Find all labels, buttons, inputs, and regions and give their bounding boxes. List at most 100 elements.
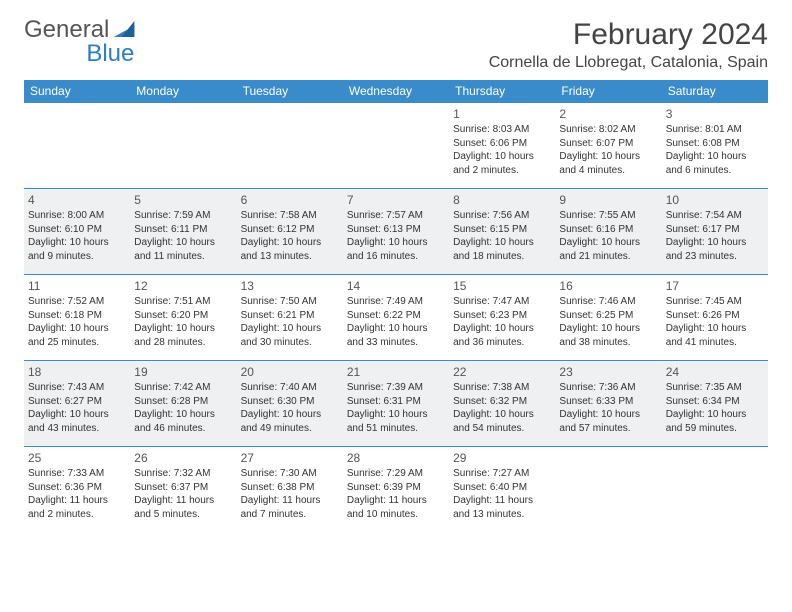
weekday-header: Sunday — [24, 80, 130, 103]
daylight-text: Daylight: 10 hours and 13 minutes. — [241, 236, 339, 263]
sunset-text: Sunset: 6:37 PM — [134, 481, 232, 495]
day-number: 23 — [559, 364, 657, 380]
day-number: 7 — [347, 192, 445, 208]
calendar-day-cell — [343, 103, 449, 189]
sunset-text: Sunset: 6:12 PM — [241, 223, 339, 237]
brand-triangle-icon — [112, 18, 136, 42]
day-number: 10 — [666, 192, 764, 208]
calendar-day-cell: 13Sunrise: 7:50 AMSunset: 6:21 PMDayligh… — [237, 275, 343, 361]
weekday-header: Monday — [130, 80, 236, 103]
daylight-text: Daylight: 11 hours and 13 minutes. — [453, 494, 551, 521]
calendar-day-cell: 28Sunrise: 7:29 AMSunset: 6:39 PMDayligh… — [343, 447, 449, 533]
day-number: 20 — [241, 364, 339, 380]
calendar-week-row: 18Sunrise: 7:43 AMSunset: 6:27 PM Dayligh… — [24, 361, 768, 447]
sunset-text: Sunset: 6:15 PM — [453, 223, 551, 237]
sunset-text: Sunset: 6:34 PM — [666, 395, 764, 409]
sunset-text: Sunset: 6:40 PM — [453, 481, 551, 495]
day-number: 16 — [559, 278, 657, 294]
daylight-text: Daylight: 10 hours and 49 minutes. — [241, 408, 339, 435]
sunrise-text: Sunrise: 7:36 AM — [559, 381, 657, 395]
daylight-text: Daylight: 11 hours and 2 minutes. — [28, 494, 126, 521]
sunrise-text: Sunrise: 7:40 AM — [241, 381, 339, 395]
day-number: 5 — [134, 192, 232, 208]
sunset-text: Sunset: 6:33 PM — [559, 395, 657, 409]
sunset-text: Sunset: 6:30 PM — [241, 395, 339, 409]
calendar-day-cell: 26Sunrise: 7:32 AMSunset: 6:37 PMDayligh… — [130, 447, 236, 533]
sunset-text: Sunset: 6:16 PM — [559, 223, 657, 237]
calendar-day-cell: 5Sunrise: 7:59 AMSunset: 6:11 PMDaylight… — [130, 189, 236, 275]
location-subtitle: Cornella de Llobregat, Catalonia, Spain — [489, 54, 768, 72]
day-number: 1 — [453, 106, 551, 122]
daylight-text: Daylight: 10 hours and 59 minutes. — [666, 408, 764, 435]
sunset-text: Sunset: 6:07 PM — [559, 137, 657, 151]
sunrise-text: Sunrise: 8:00 AM — [28, 209, 126, 223]
calendar-day-cell: 18Sunrise: 7:43 AMSunset: 6:27 PMDayligh… — [24, 361, 130, 447]
sunrise-text: Sunrise: 7:56 AM — [453, 209, 551, 223]
sunset-text: Sunset: 6:28 PM — [134, 395, 232, 409]
sunrise-text: Sunrise: 7:43 AM — [28, 381, 126, 395]
calendar-day-cell: 16Sunrise: 7:46 AMSunset: 6:25 PMDayligh… — [555, 275, 661, 361]
daylight-text: Daylight: 10 hours and 6 minutes. — [666, 150, 764, 177]
sunrise-text: Sunrise: 8:01 AM — [666, 123, 764, 137]
sunset-text: Sunset: 6:13 PM — [347, 223, 445, 237]
calendar-week-row: 1Sunrise: 8:03 AMSunset: 6:06 PMDaylight… — [24, 103, 768, 189]
daylight-text: Daylight: 10 hours and 54 minutes. — [453, 408, 551, 435]
calendar-day-cell: 19Sunrise: 7:42 AMSunset: 6:28 PMDayligh… — [130, 361, 236, 447]
brand-part2: Blue — [86, 42, 134, 66]
sunset-text: Sunset: 6:27 PM — [28, 395, 126, 409]
daylight-text: Daylight: 10 hours and 21 minutes. — [559, 236, 657, 263]
calendar-day-cell — [555, 447, 661, 533]
day-number: 12 — [134, 278, 232, 294]
day-number: 18 — [28, 364, 126, 380]
sunrise-text: Sunrise: 7:54 AM — [666, 209, 764, 223]
daylight-text: Daylight: 11 hours and 5 minutes. — [134, 494, 232, 521]
sunrise-text: Sunrise: 7:57 AM — [347, 209, 445, 223]
sunrise-text: Sunrise: 7:39 AM — [347, 381, 445, 395]
sunrise-text: Sunrise: 7:50 AM — [241, 295, 339, 309]
day-number: 19 — [134, 364, 232, 380]
weekday-header: Tuesday — [237, 80, 343, 103]
calendar-day-cell: 29Sunrise: 7:27 AMSunset: 6:40 PMDayligh… — [449, 447, 555, 533]
daylight-text: Daylight: 10 hours and 36 minutes. — [453, 322, 551, 349]
sunset-text: Sunset: 6:39 PM — [347, 481, 445, 495]
daylight-text: Daylight: 11 hours and 10 minutes. — [347, 494, 445, 521]
day-number: 15 — [453, 278, 551, 294]
calendar-day-cell: 23Sunrise: 7:36 AMSunset: 6:33 PMDayligh… — [555, 361, 661, 447]
daylight-text: Daylight: 10 hours and 9 minutes. — [28, 236, 126, 263]
sunrise-text: Sunrise: 7:35 AM — [666, 381, 764, 395]
calendar-day-cell: 21Sunrise: 7:39 AMSunset: 6:31 PMDayligh… — [343, 361, 449, 447]
title-block: February 2024 Cornella de Llobregat, Cat… — [489, 18, 768, 72]
daylight-text: Daylight: 10 hours and 25 minutes. — [28, 322, 126, 349]
weekday-header-row: Sunday Monday Tuesday Wednesday Thursday… — [24, 80, 768, 103]
day-number: 3 — [666, 106, 764, 122]
day-number: 22 — [453, 364, 551, 380]
sunrise-text: Sunrise: 7:38 AM — [453, 381, 551, 395]
daylight-text: Daylight: 10 hours and 41 minutes. — [666, 322, 764, 349]
daylight-text: Daylight: 10 hours and 4 minutes. — [559, 150, 657, 177]
day-number: 21 — [347, 364, 445, 380]
day-number: 27 — [241, 450, 339, 466]
sunset-text: Sunset: 6:25 PM — [559, 309, 657, 323]
weekday-header: Thursday — [449, 80, 555, 103]
day-number: 2 — [559, 106, 657, 122]
sunset-text: Sunset: 6:26 PM — [666, 309, 764, 323]
calendar-day-cell: 25Sunrise: 7:33 AMSunset: 6:36 PMDayligh… — [24, 447, 130, 533]
calendar-day-cell: 22Sunrise: 7:38 AMSunset: 6:32 PMDayligh… — [449, 361, 555, 447]
sunset-text: Sunset: 6:20 PM — [134, 309, 232, 323]
calendar-table: Sunday Monday Tuesday Wednesday Thursday… — [24, 80, 768, 533]
sunset-text: Sunset: 6:31 PM — [347, 395, 445, 409]
sunrise-text: Sunrise: 7:29 AM — [347, 467, 445, 481]
calendar-week-row: 25Sunrise: 7:33 AMSunset: 6:36 PMDayligh… — [24, 447, 768, 533]
sunset-text: Sunset: 6:32 PM — [453, 395, 551, 409]
calendar-day-cell: 17Sunrise: 7:45 AMSunset: 6:26 PMDayligh… — [662, 275, 768, 361]
day-number: 13 — [241, 278, 339, 294]
calendar-day-cell — [130, 103, 236, 189]
month-title: February 2024 — [489, 18, 768, 52]
daylight-text: Daylight: 10 hours and 18 minutes. — [453, 236, 551, 263]
day-number: 4 — [28, 192, 126, 208]
calendar-week-row: 4Sunrise: 8:00 AMSunset: 6:10 PMDaylight… — [24, 189, 768, 275]
day-number: 26 — [134, 450, 232, 466]
sunrise-text: Sunrise: 7:33 AM — [28, 467, 126, 481]
calendar-day-cell: 9Sunrise: 7:55 AMSunset: 6:16 PMDaylight… — [555, 189, 661, 275]
sunset-text: Sunset: 6:36 PM — [28, 481, 126, 495]
